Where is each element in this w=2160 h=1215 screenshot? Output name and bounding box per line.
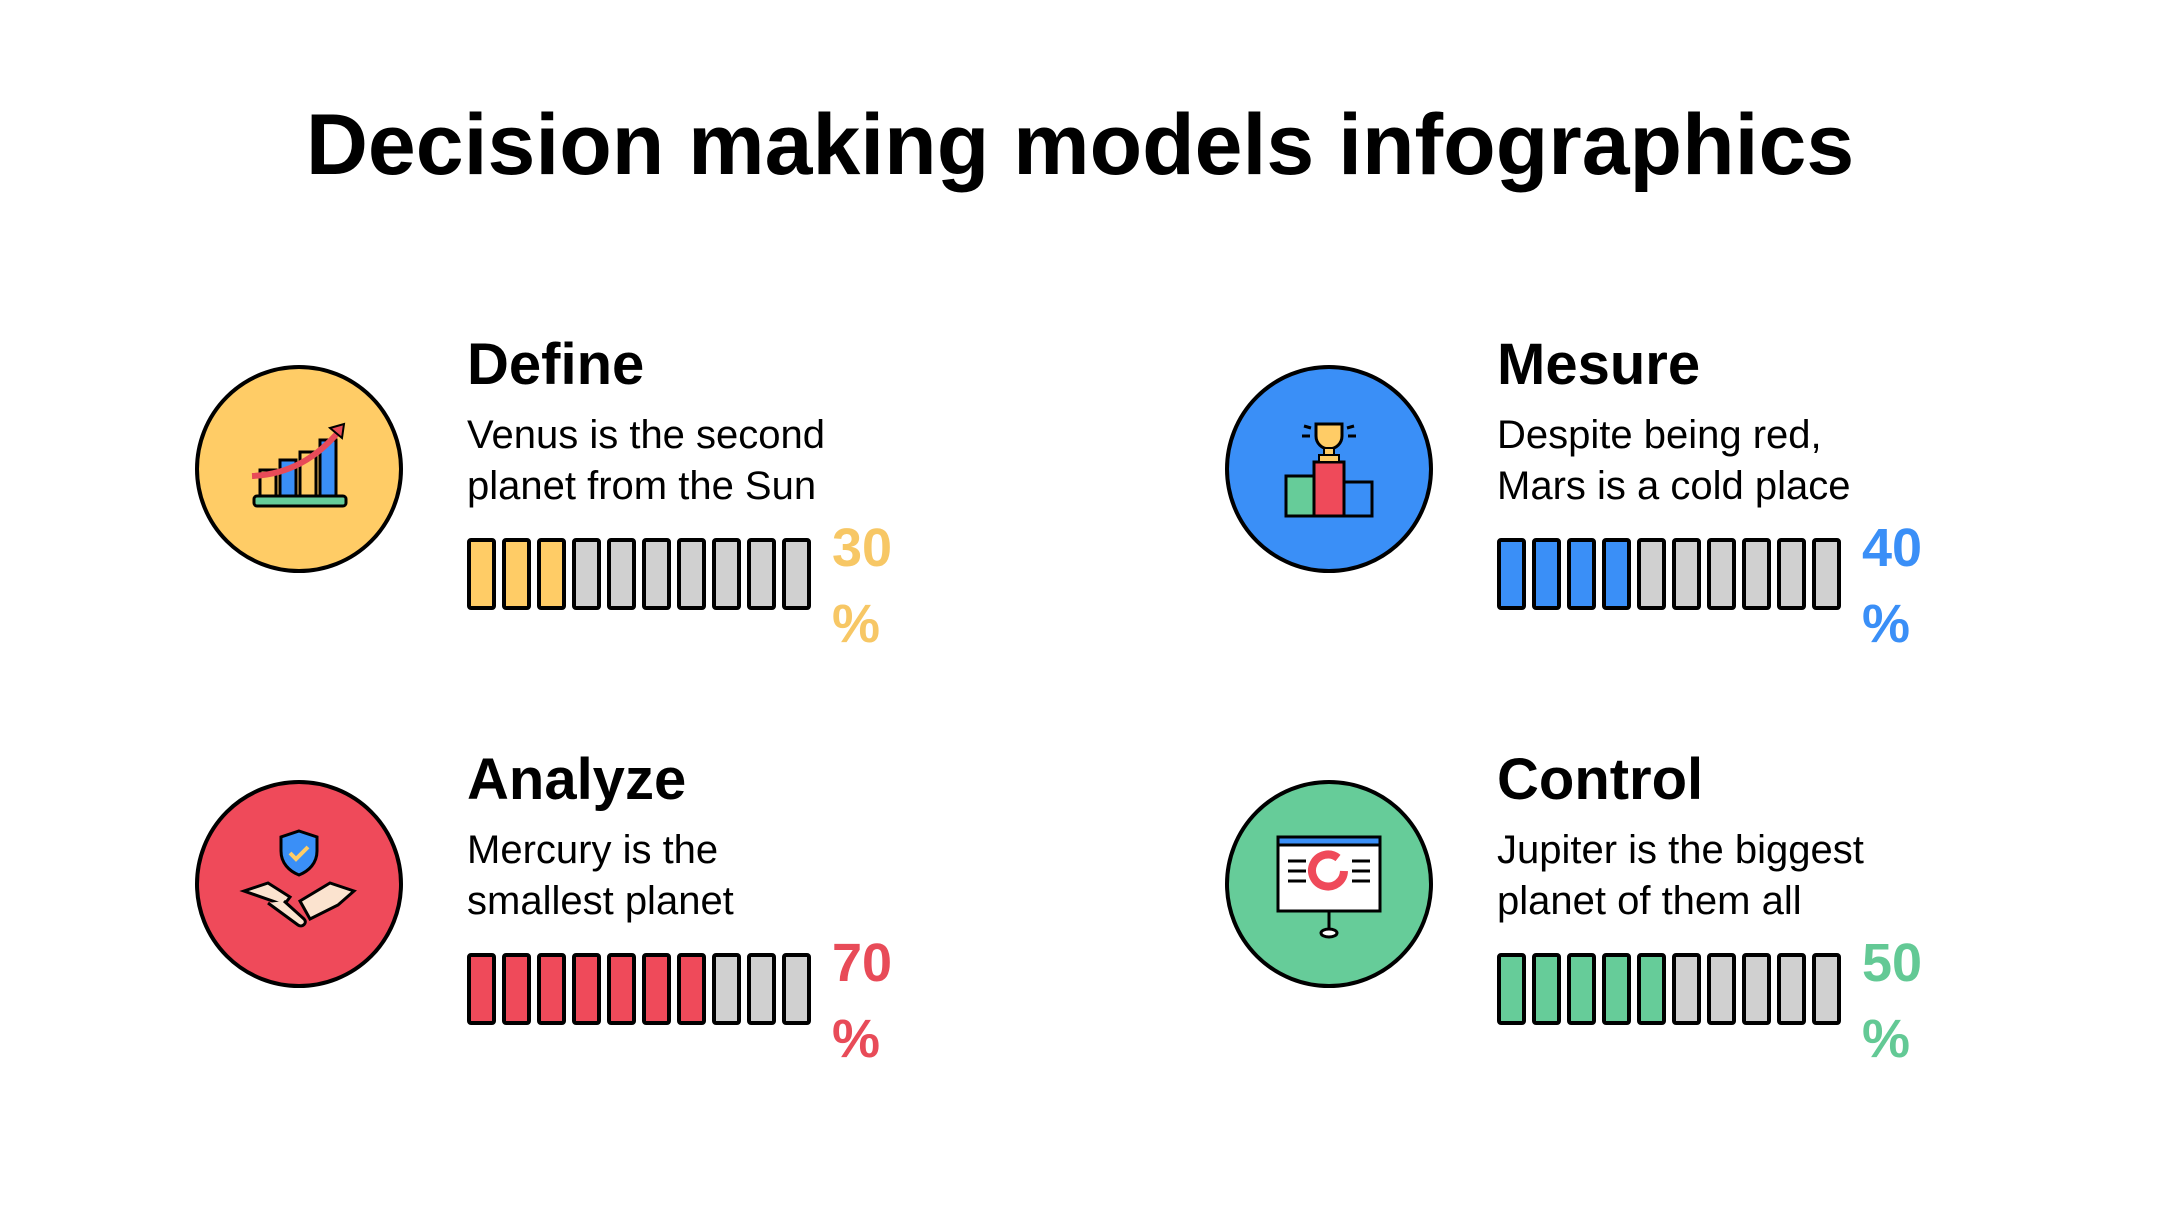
progress-segment-empty	[677, 538, 706, 610]
progress-bar	[1497, 953, 1841, 1025]
item-description: Jupiter is the biggest planet of them al…	[1497, 825, 1937, 927]
percentage-value: 40	[1862, 518, 1923, 578]
description-line: planet from the Sun	[467, 464, 817, 508]
progress-segment-empty	[782, 953, 811, 1025]
progress-segment-empty	[1812, 538, 1841, 610]
percentage-unit: %	[1862, 594, 1911, 654]
progress-segment-filled	[1532, 538, 1561, 610]
progress-segment-empty	[712, 538, 741, 610]
progress-segment-filled	[502, 953, 531, 1025]
progress-segment-filled	[1567, 953, 1596, 1025]
progress-segment-empty	[1777, 953, 1806, 1025]
description-line: Mars is a cold place	[1497, 464, 1851, 508]
progress-segment-filled	[1532, 953, 1561, 1025]
progress-segment-empty	[1672, 538, 1701, 610]
progress-segment-filled	[537, 538, 566, 610]
progress-segment-empty	[782, 538, 811, 610]
percentage-label: 30 %	[832, 510, 922, 662]
item-define: Define Venus is the second planet from t…	[195, 330, 1095, 750]
percentage-label: 40 %	[1862, 510, 1952, 662]
presentation-board-icon	[1276, 835, 1382, 939]
progress-segment-empty	[1672, 953, 1701, 1025]
page-title: Decision making models infographics	[305, 97, 1855, 193]
progress-segment-filled	[467, 538, 496, 610]
progress-segment-empty	[747, 953, 776, 1025]
trophy-podium-icon	[1284, 422, 1374, 518]
percentage-label: 70 %	[832, 925, 922, 1077]
progress-segment-filled	[537, 953, 566, 1025]
percentage-value: 50	[1862, 933, 1923, 993]
progress-segment-empty	[572, 538, 601, 610]
description-line: planet of them all	[1497, 879, 1802, 923]
item-mesure: Mesure Despite being red, Mars is a cold…	[1225, 330, 2125, 750]
description-line: Venus is the second	[467, 413, 826, 457]
progress-segment-filled	[1602, 538, 1631, 610]
progress-segment-empty	[607, 538, 636, 610]
item-description: Despite being red, Mars is a cold place	[1497, 410, 1937, 512]
progress-bar	[467, 538, 811, 610]
growth-chart-icon	[251, 422, 348, 508]
progress-segment-filled	[572, 953, 601, 1025]
handshake-shield-icon	[239, 829, 357, 928]
item-description: Venus is the second planet from the Sun	[467, 410, 907, 512]
item-heading: Define	[467, 332, 645, 397]
item-heading: Mesure	[1497, 332, 1701, 397]
icon-circle	[1225, 780, 1433, 988]
progress-segment-empty	[1637, 538, 1666, 610]
item-heading: Control	[1497, 747, 1704, 812]
progress-bar	[467, 953, 811, 1025]
percentage-value: 70	[832, 933, 893, 993]
icon-circle	[195, 365, 403, 573]
progress-segment-filled	[1567, 538, 1596, 610]
progress-segment-empty	[712, 953, 741, 1025]
progress-segment-empty	[1777, 538, 1806, 610]
progress-segment-empty	[1742, 538, 1771, 610]
description-line: Despite being red,	[1497, 413, 1822, 457]
item-control: Control Jupiter is the biggest planet of…	[1225, 745, 2125, 1165]
progress-segment-filled	[1602, 953, 1631, 1025]
icon-circle	[1225, 365, 1433, 573]
progress-segment-filled	[677, 953, 706, 1025]
progress-segment-empty	[1707, 538, 1736, 610]
progress-segment-empty	[747, 538, 776, 610]
progress-segment-filled	[502, 538, 531, 610]
icon-circle	[195, 780, 403, 988]
progress-bar	[1497, 538, 1841, 610]
percentage-unit: %	[832, 594, 881, 654]
description-line: smallest planet	[467, 879, 734, 923]
percentage-unit: %	[832, 1009, 881, 1069]
progress-segment-empty	[1742, 953, 1771, 1025]
progress-segment-empty	[642, 538, 671, 610]
progress-segment-empty	[1707, 953, 1736, 1025]
description-line: Jupiter is the biggest	[1497, 828, 1864, 872]
progress-segment-filled	[467, 953, 496, 1025]
description-line: Mercury is the	[467, 828, 719, 872]
item-description: Mercury is the smallest planet	[467, 825, 907, 927]
percentage-value: 30	[832, 518, 893, 578]
item-heading: Analyze	[467, 747, 687, 812]
percentage-unit: %	[1862, 1009, 1911, 1069]
percentage-label: 50 %	[1862, 925, 1952, 1077]
progress-segment-filled	[642, 953, 671, 1025]
item-analyze: Analyze Mercury is the smallest planet 7…	[195, 745, 1095, 1165]
progress-segment-filled	[1497, 538, 1526, 610]
progress-segment-filled	[607, 953, 636, 1025]
progress-segment-empty	[1812, 953, 1841, 1025]
progress-segment-filled	[1497, 953, 1526, 1025]
progress-segment-filled	[1637, 953, 1666, 1025]
